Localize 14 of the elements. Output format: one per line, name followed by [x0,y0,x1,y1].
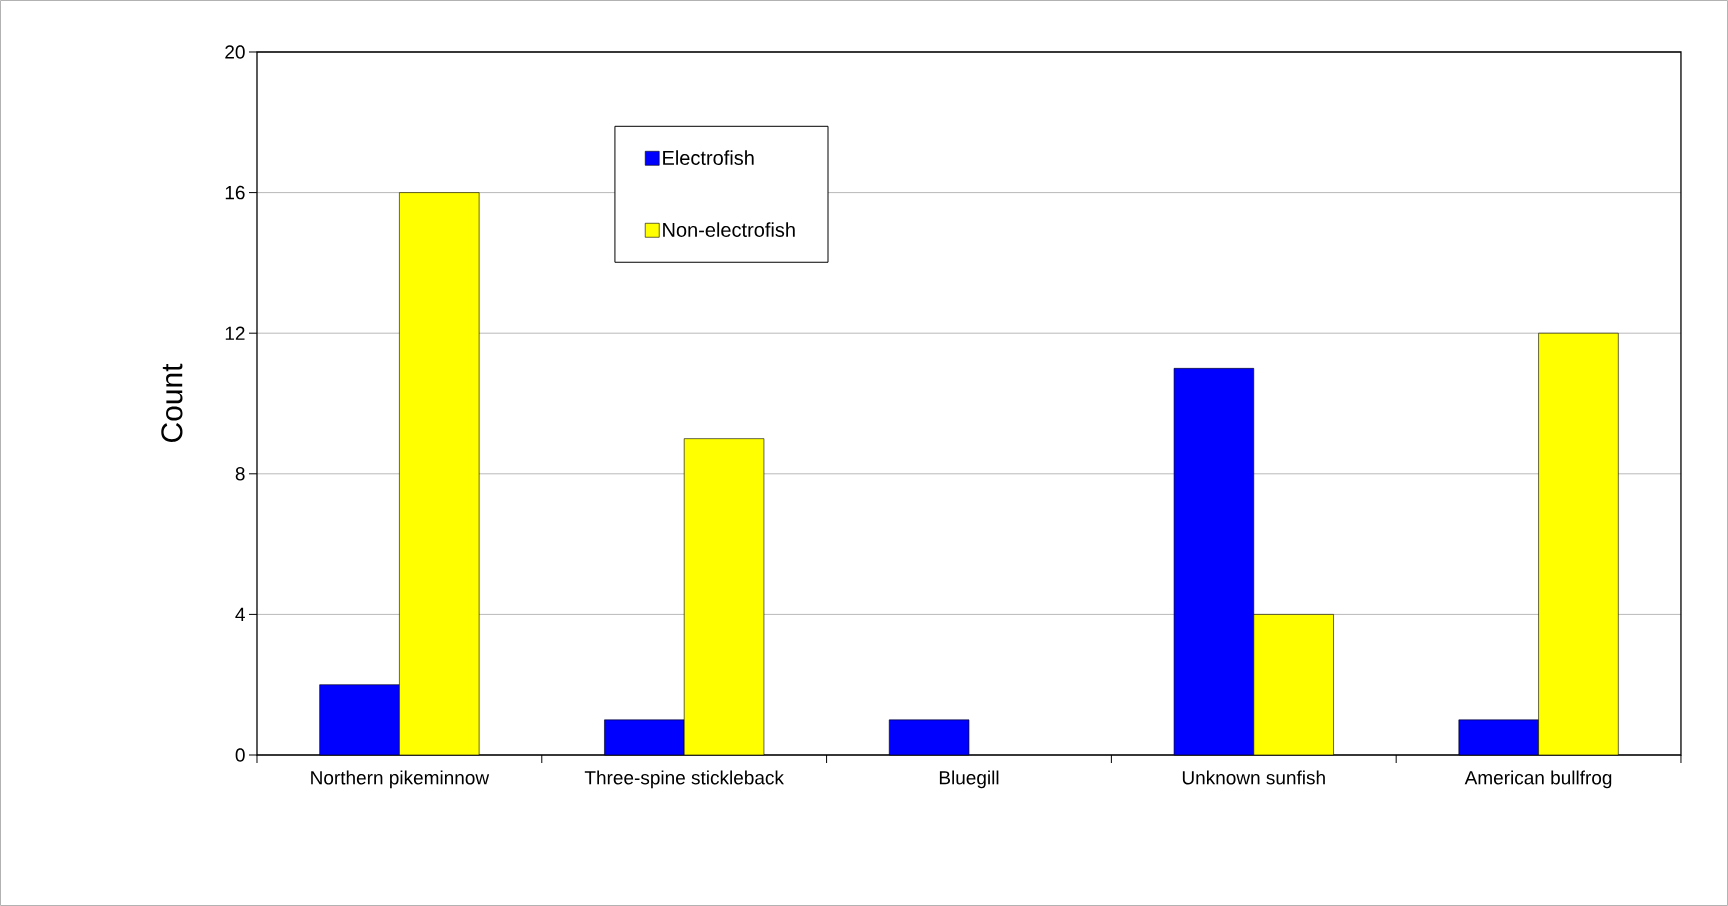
x-tick-label: American bullfrog [1464,770,1612,789]
y-tick-label: 4 [235,607,245,621]
x-tick-label: Northern pikeminnow [311,770,490,789]
x-tick-label: Three-spine stickleback [584,770,784,789]
x-tick-label: Unknown sunfish [1182,770,1325,785]
x-tick-label: Bluegill [939,770,999,789]
legend-label: Non-electrofish [663,222,795,237]
y-tick-label: 20 [225,45,245,59]
legend-label: Electrofish [663,150,754,165]
y-tick-label: 12 [225,326,245,340]
y-tick-label: 0 [235,748,245,762]
y-tick-label: 16 [225,185,245,200]
y-tick-label: 8 [235,467,245,481]
y-axis-title: Count [161,363,183,442]
